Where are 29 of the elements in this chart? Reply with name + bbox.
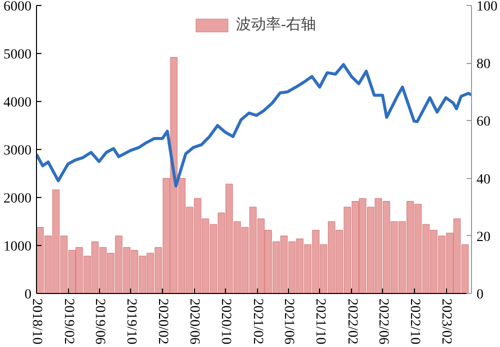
x-tick-label: 2022/02 xyxy=(344,298,360,344)
y-tick-label: 6000 xyxy=(4,0,32,14)
y-tick-label: 0 xyxy=(24,288,32,302)
x-tick-label: 2020/02 xyxy=(155,298,170,344)
y-tick-label: 3000 xyxy=(4,144,32,158)
x-tick-label: 2022/06 xyxy=(375,298,390,344)
x-tick-label: 2020/10 xyxy=(218,298,234,344)
x-tick-label: 2019/06 xyxy=(92,298,107,344)
x-tick-label: 2019/10 xyxy=(123,298,138,344)
x-tick-label: 2021/02 xyxy=(250,298,265,344)
line-series xyxy=(36,63,472,188)
y2-tick-label: 0 xyxy=(476,288,484,302)
y2-tick-label: 80 xyxy=(476,57,490,72)
x-tick-label: 2021/06 xyxy=(280,298,296,344)
x-tick-label: 2018/10 xyxy=(29,298,44,344)
y2-tick-label: 100 xyxy=(476,0,498,14)
x-tick-label: 2020/06 xyxy=(186,298,202,344)
y2-tick-label: 20 xyxy=(476,230,490,245)
y2-tick-label: 60 xyxy=(476,114,490,130)
x-tick-label: 2019/02 xyxy=(60,298,76,344)
x-tick-label: 2023/02 xyxy=(438,298,454,344)
x-tick-label: 2021/10 xyxy=(312,298,328,344)
x-tick-label: 2022/10 xyxy=(406,298,422,344)
y2-tick-label: 40 xyxy=(476,172,490,188)
y-tick-label: 4000 xyxy=(4,96,32,110)
y-tick-label: 2000 xyxy=(4,192,32,206)
y-tick-label: 1000 xyxy=(4,240,32,254)
legend-label: 波动率-右轴 xyxy=(236,15,316,34)
y-tick-label: 5000 xyxy=(4,48,32,62)
